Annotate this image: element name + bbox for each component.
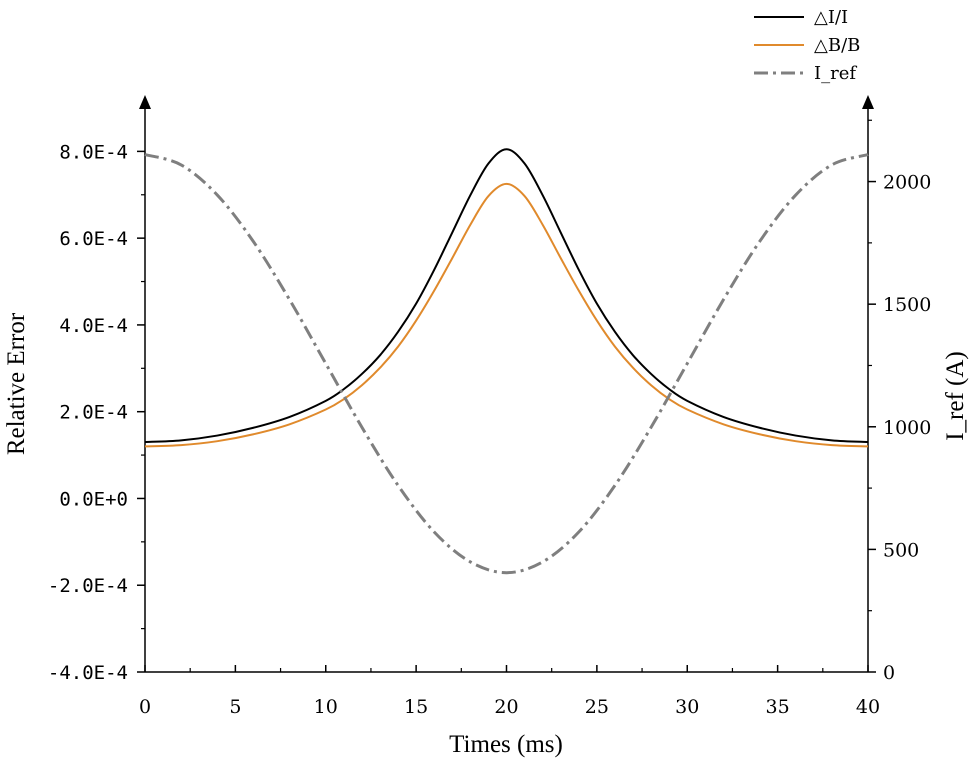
axes: [139, 95, 874, 673]
legend-item-delta-b: △B/B: [754, 35, 860, 56]
x-tick-label: 0: [139, 696, 151, 718]
series-line-i-ref: [144, 153, 869, 575]
x-tick-label: 15: [404, 696, 428, 718]
y-tick-label: 4.0E-4: [59, 315, 128, 337]
series-line-delta-b: [144, 182, 869, 448]
x-tick-label: 35: [766, 696, 790, 718]
y-tick-label: 0.0E+0: [59, 488, 128, 510]
y2-tick-label: 1500: [883, 294, 931, 316]
left-y-axis-arrow: [139, 95, 151, 109]
y-tick-label: -4.0E-4: [48, 662, 128, 684]
y-tick-label: 8.0E-4: [59, 141, 128, 163]
y2-tick-label: 1000: [883, 417, 931, 439]
x-tick-label: 5: [229, 696, 241, 718]
series: [144, 148, 869, 575]
x-tick-label: 25: [585, 696, 609, 718]
y-tick-label: 6.0E-4: [59, 228, 128, 250]
y-tick-label: -2.0E-4: [48, 575, 128, 597]
y2-axis-title: I_ref (A): [942, 351, 969, 441]
legend-label-delta-i: △I/I: [814, 7, 848, 28]
x-tick-label: 40: [856, 696, 880, 718]
series-line-delta-i: [144, 148, 869, 444]
y-axis-title: Relative Error: [3, 312, 30, 455]
y2-tick-label: 0: [883, 662, 895, 684]
legend-item-delta-i: △I/I: [754, 7, 848, 28]
legend-label-delta-b: △B/B: [814, 35, 860, 56]
ticks: 0 5 10 15 20 25 30 35 40 8.0E-4 6.0E-4 4.0E-4 2.0E-4…: [48, 119, 931, 718]
x-tick-label: 10: [314, 696, 338, 718]
right-y-axis-arrow: [862, 95, 874, 109]
y2-tick-label: 500: [883, 539, 919, 561]
legend-item-i-ref: I_ref: [754, 63, 857, 84]
y2-tick-label: 2000: [883, 172, 931, 194]
legend-label-i-ref: I_ref: [814, 63, 857, 84]
legend: △I/I △B/B I_ref: [754, 7, 860, 84]
x-tick-label: 20: [494, 696, 518, 718]
x-tick-label: 30: [675, 696, 699, 718]
y-tick-label: 2.0E-4: [59, 402, 128, 424]
x-axis-title: Times (ms): [449, 731, 563, 758]
